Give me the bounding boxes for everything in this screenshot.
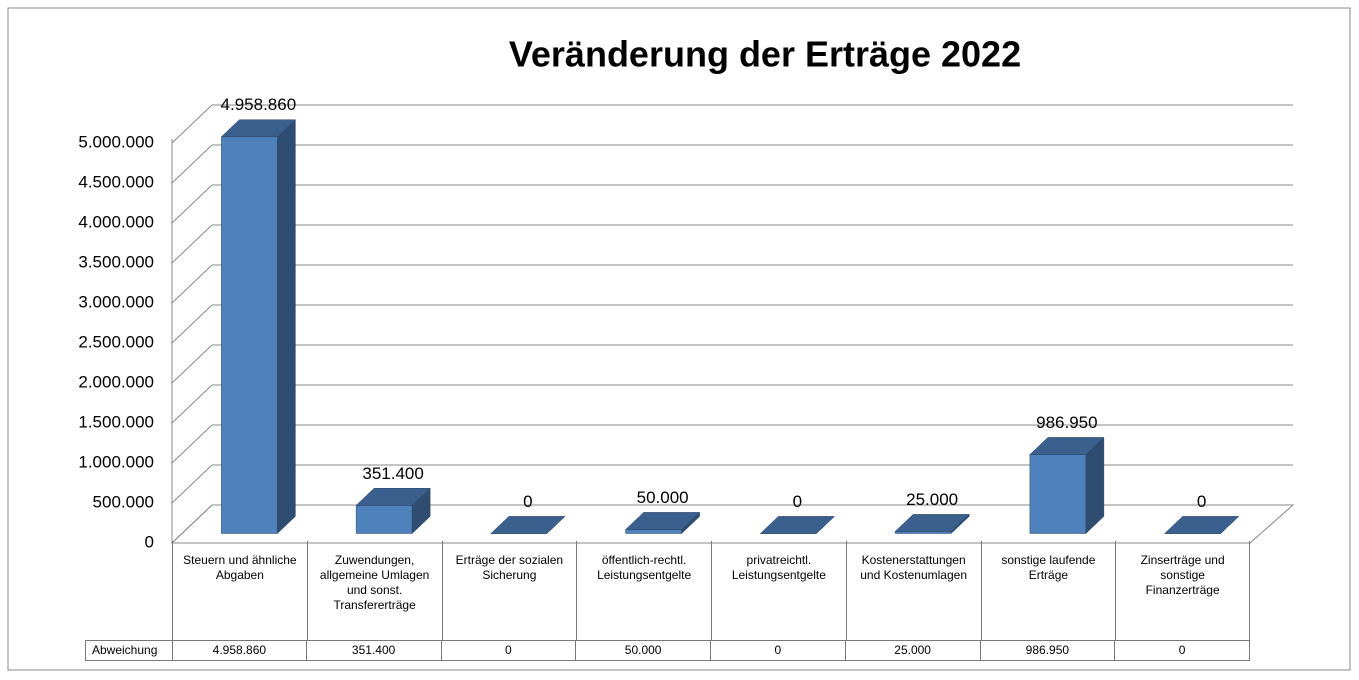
- value-label: 25.000: [906, 490, 958, 509]
- category-label: Zuwendungen, allgemeine Umlagen und sons…: [306, 541, 442, 640]
- bar-top: [220, 119, 297, 138]
- value-label: 0: [793, 492, 802, 511]
- y-tick-label: 3.500.000: [78, 252, 154, 271]
- category-label: privatreichtl. Leistungsentgelte: [711, 541, 846, 640]
- category-label: sonstige laufende Erträge: [980, 541, 1116, 640]
- bar: [1029, 436, 1105, 535]
- bar: [355, 487, 431, 535]
- grid-line-side: [171, 144, 213, 184]
- category-label: Erträge der sozialen Sicherung: [441, 541, 577, 640]
- value-label: 0: [1197, 492, 1206, 511]
- bar-top: [624, 512, 701, 530]
- table-value: 0: [441, 640, 577, 661]
- grid-line-side: [171, 224, 213, 264]
- bar-top: [355, 488, 431, 506]
- grid-line-side: [171, 384, 213, 424]
- value-label: 0: [523, 492, 532, 511]
- y-tick-label: 2.500.000: [78, 332, 154, 351]
- bar-front: [1029, 454, 1087, 534]
- category-label: Zinserträge und sonstige Finanzerträge: [1115, 541, 1250, 640]
- floor: [170, 504, 1295, 544]
- category-label: öffentlich-rechtl. Leistungsentgelte: [576, 541, 711, 640]
- y-tick-label: 3.000.000: [78, 292, 154, 311]
- bar: [1163, 516, 1240, 534]
- bar-front: [625, 529, 682, 534]
- grid-line-side: [171, 464, 213, 504]
- grid-line-side: [171, 424, 213, 464]
- bar: [490, 516, 566, 534]
- y-tick-label: 1.000.000: [78, 452, 154, 471]
- grid-line-side: [171, 184, 213, 224]
- bar-side: [277, 119, 296, 535]
- grid-line-side: [171, 304, 213, 344]
- chart-title: Veränderung der Erträge 2022: [509, 34, 1021, 75]
- y-tick-label: 2.000.000: [78, 372, 154, 391]
- table-value: 986.950: [980, 640, 1116, 661]
- bar-top: [490, 516, 566, 534]
- bar-top: [1029, 437, 1105, 455]
- table-series-name: Abweichung: [85, 640, 172, 661]
- table-value: 0: [711, 640, 846, 661]
- value-label: 351.400: [362, 464, 423, 483]
- y-tick-label: 4.500.000: [78, 172, 154, 191]
- grid-line-side: [171, 344, 213, 384]
- y-tick-label: 4.000.000: [78, 212, 154, 231]
- bar-front: [894, 531, 952, 534]
- bar-top: [1163, 516, 1240, 534]
- value-label: 50.000: [637, 488, 689, 507]
- bar: [220, 119, 297, 535]
- bar-front: [355, 505, 413, 534]
- y-tick-label: 5.000.000: [78, 132, 154, 151]
- grid-line-side: [171, 504, 213, 544]
- table-value: 4.958.860: [172, 640, 307, 661]
- table-value: 351.400: [306, 640, 442, 661]
- y-tick-label: 1.500.000: [78, 412, 154, 431]
- bar: [894, 513, 970, 535]
- bar-front: [221, 136, 278, 534]
- y-tick-label: 500.000: [93, 492, 154, 511]
- table-value: 25.000: [845, 640, 981, 661]
- value-label: 4.958.860: [221, 95, 297, 114]
- y-tick-label: 0: [145, 532, 154, 551]
- value-label: 986.950: [1036, 413, 1097, 432]
- table-value: 50.000: [576, 640, 711, 661]
- category-label: Kostenerstattungen und Kostenumlagen: [845, 541, 981, 640]
- table-value: 0: [1115, 640, 1250, 661]
- frame: [7, 7, 1351, 671]
- bar-top: [759, 516, 836, 534]
- category-label: Steuern und ähnliche Abgaben: [172, 541, 307, 640]
- bar: [759, 516, 836, 534]
- bar-top: [894, 514, 970, 532]
- bar: [624, 511, 701, 535]
- grid-line-side: [171, 264, 213, 304]
- grid-line-side: [171, 104, 213, 144]
